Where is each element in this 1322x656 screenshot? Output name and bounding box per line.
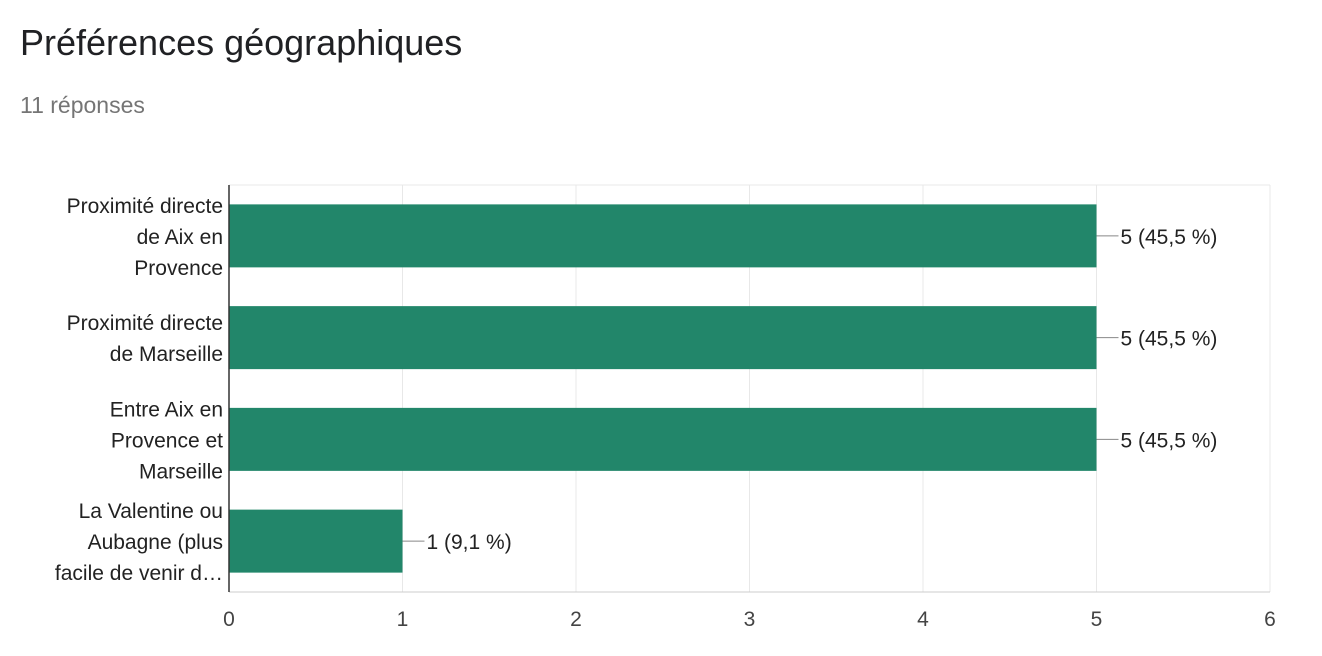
x-tick-label: 0 (223, 608, 235, 631)
bar (229, 306, 1097, 370)
x-tick-label: 4 (917, 608, 929, 631)
category-label-line: Entre Aix en (110, 398, 223, 421)
category-label-line: de Marseille (110, 343, 223, 366)
chart-title: Préférences géographiques (20, 22, 463, 63)
data-label: 1 (9,1 %) (427, 531, 512, 554)
category-label: Proximité directe de Marseille (67, 312, 223, 366)
category-label-line: Proximité directe (67, 195, 223, 218)
category-label: Entre Aix en Provence et Marseille (110, 398, 223, 483)
category-label-line: facile de venir d… (55, 562, 223, 585)
category-label: Proximité directe de Aix en Provence (67, 195, 223, 280)
x-tick-label: 5 (1091, 608, 1103, 631)
bar (229, 509, 403, 573)
x-tick-label: 2 (570, 608, 582, 631)
data-label: 5 (45,5 %) (1121, 429, 1218, 452)
bar (229, 407, 1097, 471)
x-tick-label: 6 (1264, 608, 1276, 631)
response-count: 11 réponses (20, 92, 145, 118)
category-label-line: Provence et (111, 429, 223, 452)
category-label-line: Marseille (139, 460, 223, 483)
data-label: 5 (45,5 %) (1121, 328, 1218, 351)
x-tick-label: 3 (744, 608, 756, 631)
category-label-line: La Valentine ou (79, 500, 223, 523)
category-label-line: Proximité directe (67, 312, 223, 335)
category-label-line: Provence (134, 257, 223, 280)
data-label: 5 (45,5 %) (1121, 226, 1218, 249)
category-label-line: de Aix en (137, 226, 223, 249)
category-label: La Valentine ou Aubagne (plus facile de ve… (55, 500, 223, 585)
category-label-line: Aubagne (plus (88, 531, 223, 554)
bar (229, 204, 1097, 268)
x-tick-label: 1 (397, 608, 409, 631)
